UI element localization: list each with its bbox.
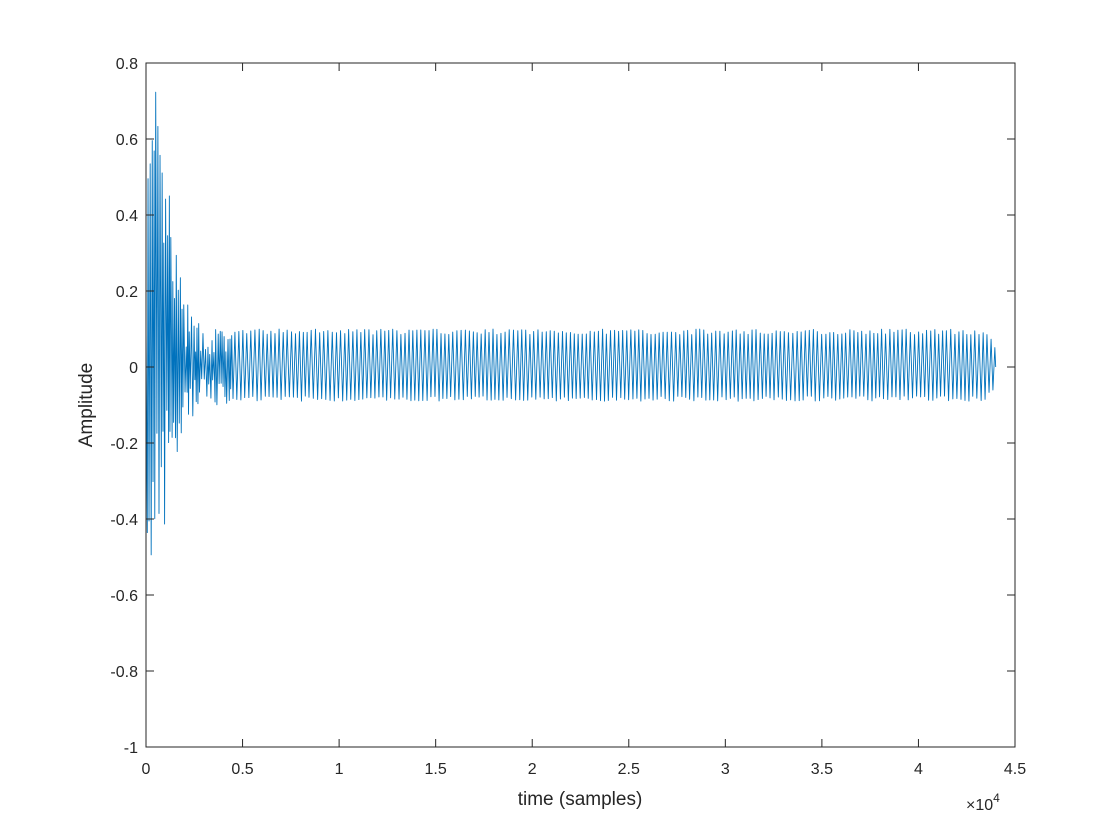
y-ticks: -1 -0.8 -0.6 -0.4 -0.2 0 0.2 0.4 0.6 0.8 xyxy=(110,56,1015,757)
y-tick-label: -0.2 xyxy=(110,436,138,453)
y-tick-label: -0.8 xyxy=(110,664,138,681)
axes-background xyxy=(146,63,1015,747)
plot-area: 0 0.5 1 1.5 2 2.5 3 3.5 4 4.5 -1-0.8-0.6-0.4-0.20… xyxy=(110,56,1026,778)
y-tick-label: 0.4 xyxy=(116,208,138,225)
x-tick-label: 3.5 xyxy=(811,761,833,778)
x-tick-label: 1.5 xyxy=(425,761,447,778)
x-tick-label: 2.5 xyxy=(618,761,640,778)
axes-box xyxy=(145,62,1016,748)
y-tick-label: 0.6 xyxy=(116,132,138,149)
signal-layer xyxy=(145,91,997,556)
y-tick-label: 0 xyxy=(129,360,138,377)
x-tick-label: 0 xyxy=(142,761,151,778)
x-exponent-base: ×10 xyxy=(966,797,993,814)
y-axis-label: Amplitude xyxy=(76,363,97,448)
x-tick-label: 3 xyxy=(721,761,730,778)
x-tick-label: 1 xyxy=(335,761,344,778)
y-tick-label: -0.4 xyxy=(110,512,138,529)
x-tick-label: 4 xyxy=(914,761,923,778)
x-ticks: 0 0.5 1 1.5 2 2.5 3 3.5 4 4.5 xyxy=(142,63,1026,778)
x-axis-label: time (samples) xyxy=(518,789,643,810)
y-tick-label: 0.8 xyxy=(116,56,138,73)
y-tick-label: -0.6 xyxy=(110,588,138,605)
y-tick-label: -1 xyxy=(124,740,138,757)
x-tick-label: 0.5 xyxy=(231,761,253,778)
x-exponent-power: 4 xyxy=(993,791,1000,805)
x-tick-label: 4.5 xyxy=(1004,761,1026,778)
y-tick-label: 0.2 xyxy=(116,284,138,301)
x-exponent-label: ×104 xyxy=(966,791,1000,814)
signal-line xyxy=(145,91,997,556)
x-tick-label: 2 xyxy=(528,761,537,778)
